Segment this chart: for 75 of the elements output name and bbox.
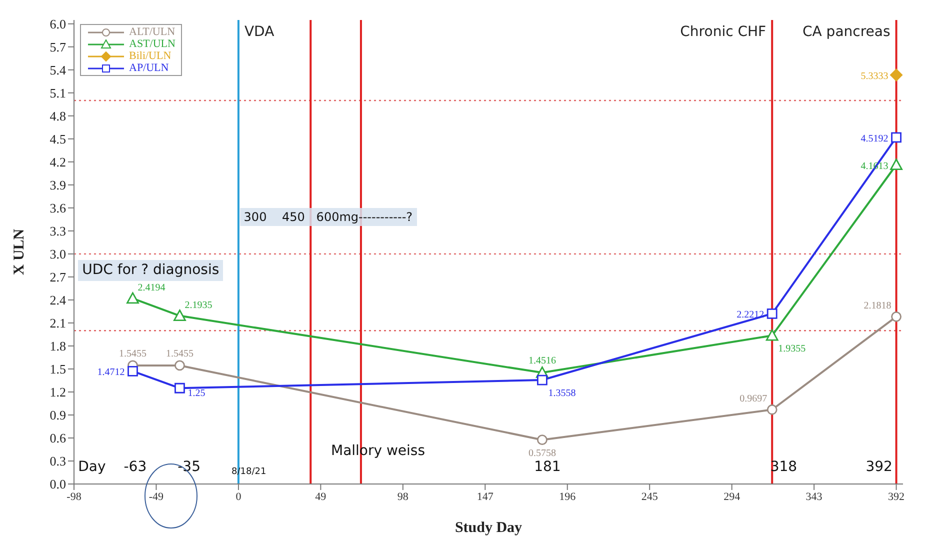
y-tick-label: 4.2 [50, 154, 66, 170]
point [174, 382, 185, 394]
point [891, 311, 902, 322]
x-tick-label: 49 [315, 490, 327, 503]
data-label: 0.5758 [528, 448, 556, 459]
data-label: 1.4516 [528, 356, 556, 367]
y-tick-label: 3.9 [50, 178, 66, 193]
x-axis-title: Study Day [454, 520, 523, 536]
data-label: 5.3333 [860, 70, 888, 82]
x-tick-label: 294 [724, 490, 741, 503]
y-tick-label: 2.1 [50, 316, 66, 331]
data-label: 1.3558 [548, 388, 576, 400]
y-tick-label: 4.8 [50, 108, 66, 124]
annotation: -63 [124, 459, 147, 476]
point [537, 374, 548, 386]
x-tick-label: 0 [236, 490, 242, 503]
data-label: 1.5455 [118, 348, 146, 360]
y-tick-label: 0.3 [50, 454, 66, 469]
point [890, 68, 902, 82]
y-tick-label: 1.8 [50, 338, 66, 354]
y-tick-label: 0.9 [50, 408, 66, 423]
x-tick-label: 392 [888, 490, 905, 503]
point [537, 434, 548, 446]
y-tick-label: 6.0 [50, 16, 66, 32]
x-tick-label: 196 [559, 490, 576, 503]
point [891, 132, 902, 143]
ref-line-label: Chronic CHF [680, 24, 766, 40]
y-tick-label: 5.1 [50, 85, 66, 100]
data-label: 4.5192 [860, 133, 888, 144]
data-label: 1.4712 [97, 367, 125, 378]
y-tick-label: 1.2 [50, 384, 66, 400]
ref-line-label: VDA [244, 24, 275, 40]
data-label: 2.4194 [138, 282, 166, 294]
x-tick-label: -49 [148, 490, 164, 503]
x-tick-label: -98 [66, 490, 82, 503]
data-label: 1.9355 [778, 344, 806, 355]
data-label: 2.1935 [184, 300, 212, 311]
x-tick-label: 147 [476, 490, 494, 503]
point [126, 292, 139, 304]
y-tick-label: 3.3 [50, 224, 66, 239]
ref-line-label: CA pancreas [802, 24, 890, 40]
y-tick-label: 0.0 [50, 476, 66, 492]
point [766, 308, 778, 319]
annotation: 181 [534, 459, 561, 476]
annotation: 392 [866, 459, 892, 476]
legend-label: AP/ULN [129, 62, 169, 74]
data-label: 1.5455 [166, 348, 194, 360]
point [128, 366, 138, 376]
y-tick-label: 5.7 [50, 39, 66, 54]
y-axis-title: X ULN [11, 228, 28, 276]
y-tick-label: 2.4 [50, 292, 66, 308]
annotation: UDC for ? diagnosis [78, 260, 224, 281]
x-tick-label: 245 [641, 490, 658, 503]
data-label: 1.25 [188, 388, 206, 400]
legend-label: AST/ULN [129, 38, 176, 50]
y-tick-label: 0.6 [50, 430, 66, 446]
legend-label: ALT/ULN [129, 26, 176, 38]
point [890, 158, 902, 170]
annotation: Day [78, 459, 106, 476]
point [174, 310, 186, 321]
y-tick-label: 3.6 [50, 200, 66, 216]
point [174, 360, 185, 371]
data-label: 2.1818 [864, 300, 892, 312]
point [766, 404, 778, 415]
annotation: 300 450 600mg-----------? [240, 208, 417, 226]
point [766, 329, 778, 341]
x-tick-label: 343 [806, 490, 823, 503]
y-tick-label: 2.7 [50, 270, 66, 285]
y-tick-label: 1.5 [50, 362, 66, 377]
y-tick-label: 5.4 [50, 62, 66, 78]
legend-label: Bili/ULN [129, 50, 172, 62]
x-tick-label: 98 [397, 490, 409, 503]
y-tick-label: 3.0 [50, 246, 66, 262]
y-tick-label: 4.5 [50, 131, 66, 146]
data-label: 0.9697 [740, 394, 768, 405]
